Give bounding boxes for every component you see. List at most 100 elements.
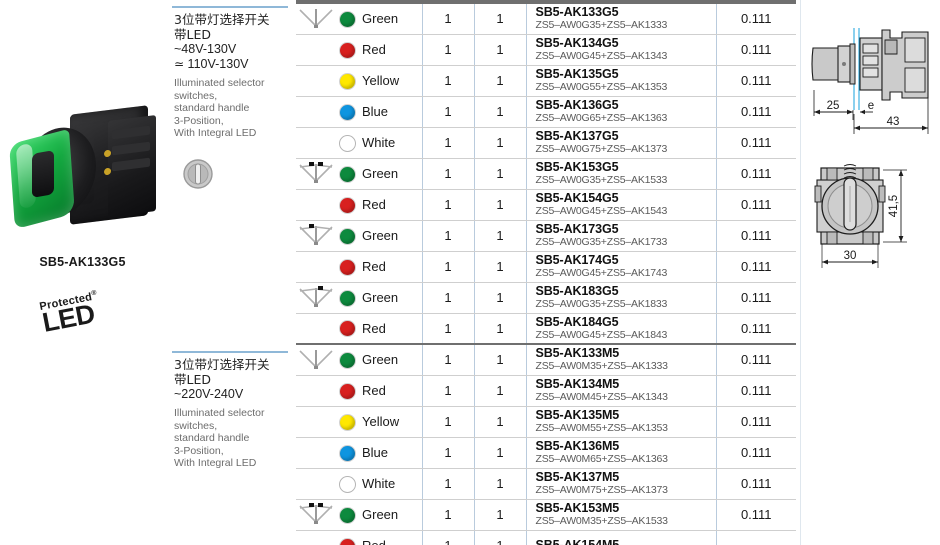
part-number-cell[interactable]: SB5-AK173G5 ZS5–AW0G35+ZS5–AK1733 [526,219,717,252]
table-row[interactable]: Red 1 1 SB5-AK174G5 ZS5–AW0G45+ZS5–AK1743 0.1… [296,251,796,283]
table-row[interactable]: Yellow 1 1 SB5-AK135M5 ZS5–AW0M55+ZS5–AK1353… [296,406,796,438]
no-contact-count: 1 [422,343,475,376]
table-row[interactable]: Green 1 1 SB5-AK133M5 ZS5–AW0M35+ZS5–AK1333 0… [296,343,796,376]
color-name: Green [360,2,423,35]
no-contact-count: 1 [422,406,475,438]
color-swatch [334,65,360,97]
table-row[interactable]: Green 1 1 SB5-AK133G5 ZS5–AW0G35+ZS5–AK1333 0… [296,2,796,35]
part-number-cell[interactable]: SB5-AK135G5 ZS5–AW0G55+ZS5–AK1353 [526,65,717,97]
part-number-cell[interactable]: SB5-AK136M5 ZS5–AW0M65+ZS5–AK1363 [526,437,717,469]
standard-handle-icon [182,158,214,190]
table-row[interactable]: Red 1 1 SB5-AK134G5 ZS5–AW0G45+ZS5–AK1343 0.1… [296,34,796,66]
product-table-body: Green 1 1 SB5-AK133G5 ZS5–AW0G35+ZS5–AK1333 0… [296,2,796,545]
nc-contact-count: 1 [474,34,527,66]
nc-contact-count: 1 [474,437,527,469]
desc-en-line3: standard handle [174,432,250,445]
table-row[interactable]: Blue 1 1 SB5-AK136M5 ZS5–AW0M65+ZS5–AK1363 0.… [296,437,796,469]
part-number-cell[interactable]: SB5-AK134G5 ZS5–AW0G45+ZS5–AK1343 [526,34,717,66]
selector-symbol-icon [296,219,334,252]
price-cell: 0.111 [716,189,796,221]
desc-en-line5: With Integral LED [174,457,257,470]
table-row[interactable]: Red 1 1 SB5-AK154G5 ZS5–AW0G45+ZS5–AK1543 0.1… [296,189,796,221]
nc-contact-count: 1 [474,468,527,500]
color-swatch [334,219,360,252]
part-number-sub: ZS5–AW0M65+ZS5–AK1363 [535,453,668,466]
color-name: Red [360,375,423,407]
part-number: SB5-AK134G5 [535,35,619,50]
part-number-cell[interactable]: SB5-AK153M5 ZS5–AW0M35+ZS5–AK1533 [526,498,717,531]
part-number: SB5-AK137G5 [535,128,619,143]
color-swatch [334,437,360,469]
part-number-sub: ZS5–AW0G35+ZS5–AK1333 [535,19,668,32]
table-row[interactable]: White 1 1 SB5-AK137M5 ZS5–AW0M75+ZS5–AK1373 0… [296,468,796,500]
part-number-cell[interactable]: SB5-AK183G5 ZS5–AW0G35+ZS5–AK1833 [526,281,717,314]
part-number-cell[interactable]: SB5-AK154G5 ZS5–AW0G45+ZS5–AK1543 [526,189,717,221]
no-contact-count: 1 [422,281,475,314]
nc-contact-count: 1 [474,313,527,345]
product-label: SB5-AK133G5 [39,255,126,269]
table-row[interactable]: Green 1 1 SB5-AK153G5 ZS5–AW0G35+ZS5–AK1533 0… [296,157,796,190]
table-row[interactable]: Red 1 1 SB5-AK134M5 ZS5–AW0M45+ZS5–AK1343 0.1… [296,375,796,407]
part-number: SB5-AK135G5 [535,66,619,81]
selector-symbol-icon [296,251,334,283]
table-row[interactable]: Yellow 1 1 SB5-AK135G5 ZS5–AW0G55+ZS5–AK1353… [296,65,796,97]
no-contact-count: 1 [422,157,475,190]
part-number-cell[interactable]: SB5-AK133G5 ZS5–AW0G35+ZS5–AK1333 [526,2,717,35]
part-number: SB5-AK133M5 [535,346,620,361]
selector-symbol-icon [296,2,334,35]
description-block-g5: 3位带灯选择开关 带LED ~48V-130V ≃ 110V-130V Illu… [172,6,294,140]
color-name: Green [360,498,423,531]
color-name: Red [360,251,423,283]
table-row[interactable]: White 1 1 SB5-AK137G5 ZS5–AW0G75+ZS5–AK1373 0… [296,127,796,159]
part-number-cell[interactable]: SB5-AK135M5 ZS5–AW0M55+ZS5–AK1353 [526,406,717,438]
part-number-sub: ZS5–AW0M75+ZS5–AK1373 [535,484,668,497]
color-swatch [334,251,360,283]
price-cell: 0.111 [716,251,796,283]
selector-symbol-icon [296,127,334,159]
part-number: SB5-AK136G5 [535,97,619,112]
part-number: SB5-AK134M5 [535,376,620,391]
front-view-drawing: 41,5 30 41,5 30 [813,160,933,290]
table-row[interactable]: Green 1 1 SB5-AK153M5 ZS5–AW0M35+ZS5–AK1533 0… [296,498,796,531]
price-cell: 0.111 [716,437,796,469]
part-number-cell[interactable]: SB5-AK153G5 ZS5–AW0G35+ZS5–AK1533 [526,157,717,190]
selector-symbol-icon [296,313,334,345]
selector-symbol-icon [296,96,334,128]
nc-contact-count: 1 [474,375,527,407]
no-contact-count: 1 [422,437,475,469]
price-cell: 0.111 [716,406,796,438]
part-number-cell[interactable]: SB5-AK134M5 ZS5–AW0M45+ZS5–AK1343 [526,375,717,407]
part-number-cell[interactable]: SB5-AK133M5 ZS5–AW0M35+ZS5–AK1333 [526,343,717,376]
color-swatch [334,281,360,314]
table-row[interactable]: Red 1 1 SB5-AK184G5 ZS5–AW0G45+ZS5–AK1843 0.1… [296,313,796,345]
part-number-cell[interactable]: SB5-AK136G5 ZS5–AW0G65+ZS5–AK1363 [526,96,717,128]
part-number-cell[interactable]: SB5-AK174G5 ZS5–AW0G45+ZS5–AK1743 [526,251,717,283]
color-swatch [334,530,360,545]
nc-contact-count: 1 [474,530,527,545]
table-row[interactable]: Green 1 1 SB5-AK183G5 ZS5–AW0G35+ZS5–AK1833 0… [296,281,796,314]
color-swatch [334,468,360,500]
price-cell: 0.111 [716,313,796,345]
part-number-cell[interactable]: SB5-AK137G5 ZS5–AW0G75+ZS5–AK1373 [526,127,717,159]
part-number-cell[interactable]: SB5-AK137M5 ZS5–AW0M75+ZS5–AK1373 [526,468,717,500]
price-cell: 0.111 [716,498,796,531]
color-name: Green [360,343,423,376]
color-name: Red [360,34,423,66]
color-name: Green [360,219,423,252]
desc-voltage-2: ≃ 110V-130V [174,57,294,72]
part-number-cell[interactable]: SB5-AK184G5 ZS5–AW0G45+ZS5–AK1843 [526,313,717,345]
nc-contact-count: 1 [474,189,527,221]
accent-rule [172,351,288,353]
color-swatch [334,157,360,190]
part-number-cell[interactable]: SB5-AK154M5 [526,530,717,545]
table-row[interactable]: Green 1 1 SB5-AK173G5 ZS5–AW0G35+ZS5–AK1733 0… [296,219,796,252]
price-cell: 0.111 [716,127,796,159]
color-name: Yellow [360,65,423,97]
selector-symbol-icon [296,468,334,500]
color-name: Blue [360,437,423,469]
table-row[interactable]: Blue 1 1 SB5-AK136G5 ZS5–AW0G65+ZS5–AK1363 0.… [296,96,796,128]
desc-en-line5: With Integral LED [174,127,257,140]
part-number-sub: ZS5–AW0G45+ZS5–AK1843 [535,328,668,341]
